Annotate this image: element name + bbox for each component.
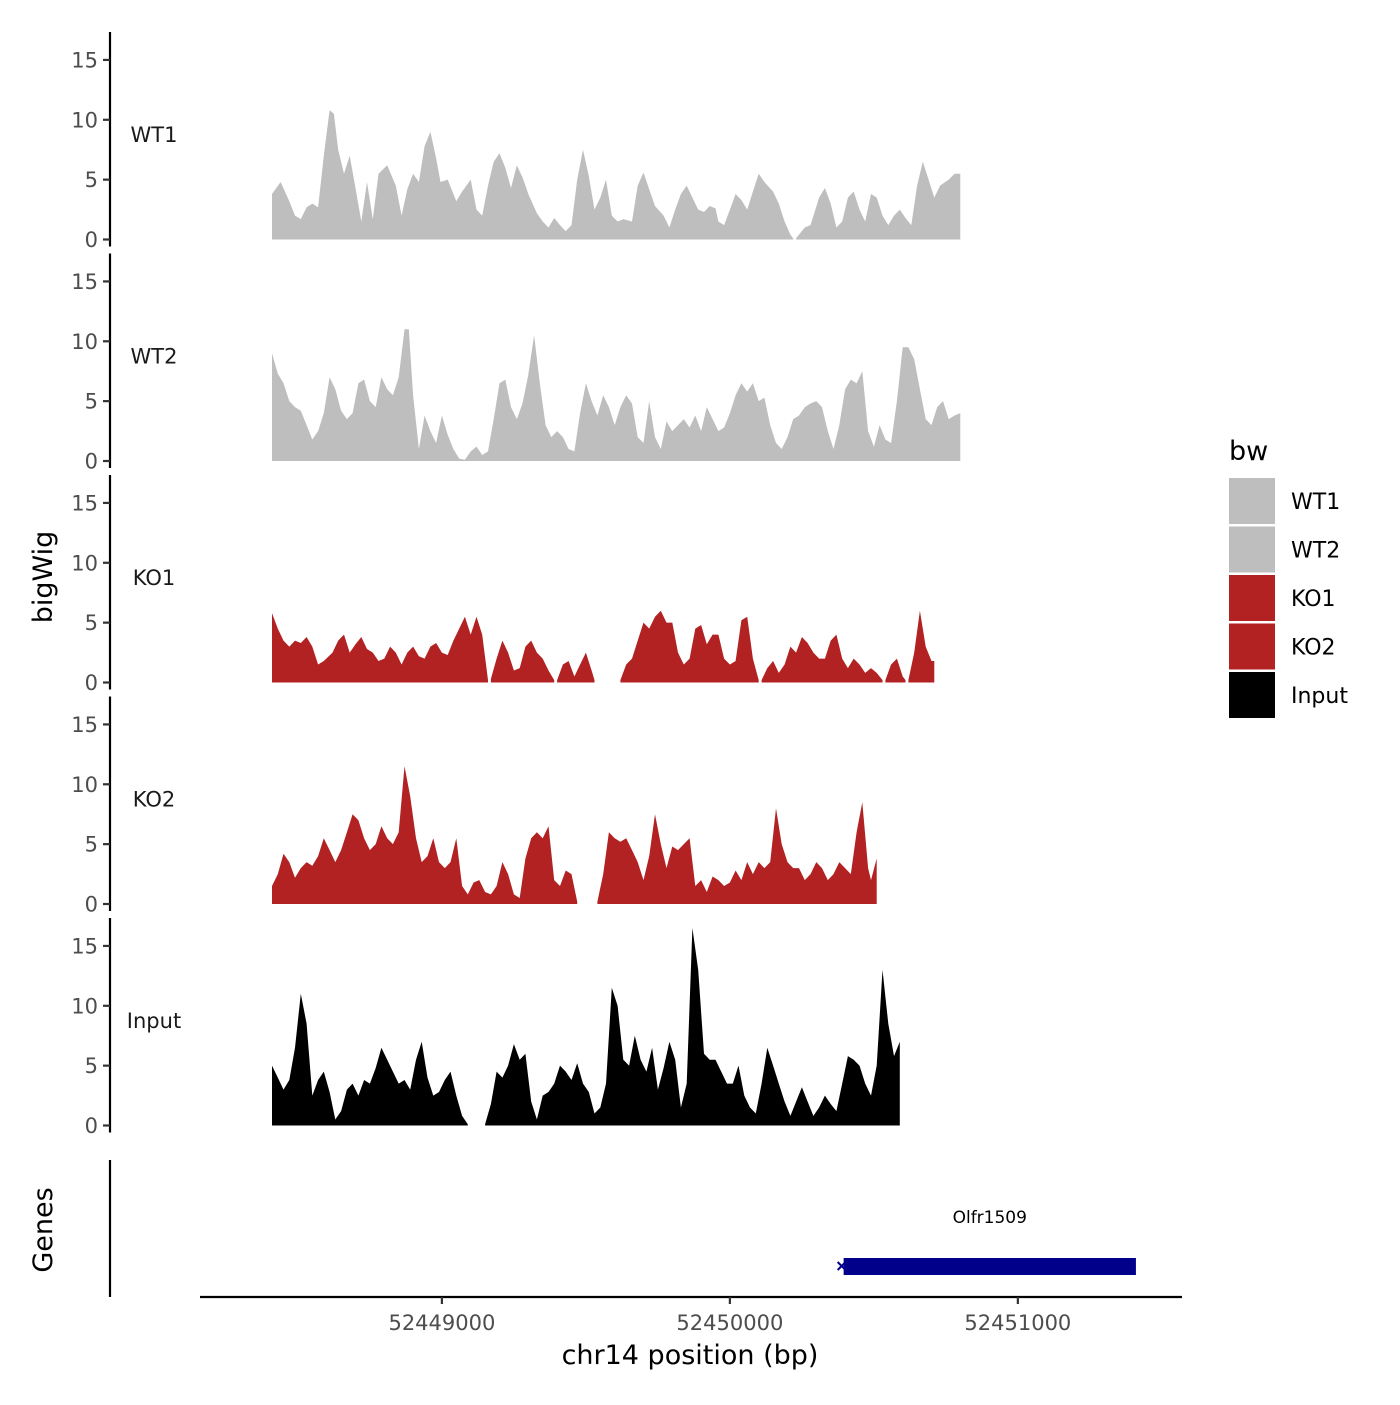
genes-panel: Genes Olfr1509	[28, 1160, 1136, 1297]
track-input-area-segment-0	[272, 993, 468, 1126]
track-ko1-area-segment-2	[557, 652, 595, 683]
track-ko1-label: KO1	[133, 566, 176, 590]
track-wt1-area-segment-0	[272, 110, 794, 240]
legend-items: WT1 WT2 KO1 KO2 Input	[1229, 478, 1348, 718]
y-axis-title: bigWig	[28, 531, 59, 624]
track-input-y-tick-label-10: 10	[71, 994, 98, 1018]
legend-swatch-wt2	[1229, 526, 1275, 573]
track-wt2-y-tick-label-0: 0	[85, 450, 98, 474]
track-wt1-y-tick-label-10: 10	[71, 108, 98, 132]
track-wt2-y-tick-label-10: 10	[71, 330, 98, 354]
x-tick-label-52450000: 52450000	[676, 1311, 783, 1335]
track-wt1-y-tick-label-5: 5	[85, 168, 98, 192]
legend-label-wt1: WT1	[1291, 490, 1340, 515]
gene-olfr1509-strand-marker	[836, 1261, 847, 1271]
track-wt1: 0 5 10 15 WT1	[71, 32, 961, 252]
track-ko1-area-segment-0	[272, 613, 488, 683]
track-wt2-area-segment-0	[272, 329, 961, 461]
track-ko2-y-tick-label-10: 10	[71, 773, 98, 797]
track-input-y-tick-label-5: 5	[85, 1054, 98, 1078]
track-ko1-y-tick-label-5: 5	[85, 611, 98, 635]
track-wt2: 0 5 10 15 WT2	[71, 253, 961, 474]
track-ko1-area-segment-6	[908, 610, 935, 683]
track-input-area-segment-1	[485, 928, 900, 1126]
legend: bw WT1 WT2 KO1 KO2 Input	[1229, 436, 1348, 718]
track-ko2-y-tick-label-15: 15	[71, 713, 98, 737]
gene-items: Olfr1509	[836, 1208, 1136, 1275]
legend-label-input: Input	[1291, 684, 1348, 709]
track-ko1-y-tick-label-15: 15	[71, 491, 98, 515]
track-wt1-label: WT1	[131, 123, 178, 147]
legend-label-wt2: WT2	[1291, 539, 1340, 564]
track-input: 0 5 10 15 Input	[71, 918, 900, 1138]
track-wt2-y-tick-label-15: 15	[71, 270, 98, 294]
track-wt1-y-tick-label-0: 0	[85, 228, 98, 252]
x-tick-label-52449000: 52449000	[388, 1311, 495, 1335]
legend-swatch-input	[1229, 672, 1275, 718]
track-ko1-area-segment-1	[490, 640, 555, 683]
track-ko1-y-tick-label-10: 10	[71, 551, 98, 575]
gene-olfr1509-body	[843, 1258, 1136, 1275]
track-ko2-area-segment-1	[597, 802, 877, 904]
legend-swatch-ko1	[1229, 575, 1275, 621]
track-wt1-area-segment-1	[796, 161, 961, 240]
track-input-label: Input	[127, 1009, 181, 1033]
x-tick-label-52451000: 52451000	[964, 1311, 1071, 1335]
track-wt2-label: WT2	[131, 345, 178, 369]
legend-label-ko2: KO2	[1291, 636, 1336, 661]
x-axis-title: chr14 position (bp)	[562, 1340, 819, 1371]
legend-title: bw	[1229, 436, 1268, 467]
signal-tracks: 0 5 10 15 WT1 0 5 10 15 WT2 0 5 10 15 KO1 0 5 10 15 KO2 0 5 10…	[71, 32, 961, 1138]
track-input-y-tick-label-15: 15	[71, 934, 98, 958]
track-ko2-y-tick-label-5: 5	[85, 833, 98, 857]
track-ko1-y-tick-label-0: 0	[85, 671, 98, 695]
legend-swatch-ko2	[1229, 623, 1275, 670]
track-ko2-label: KO2	[133, 788, 176, 812]
track-input-y-tick-label-0: 0	[85, 1114, 98, 1138]
track-ko1-area-segment-4	[761, 634, 883, 683]
track-wt2-y-tick-label-5: 5	[85, 390, 98, 414]
legend-label-ko1: KO1	[1291, 587, 1336, 612]
track-ko2: 0 5 10 15 KO2	[71, 696, 877, 917]
track-ko1: 0 5 10 15 KO1	[71, 475, 935, 695]
track-ko2-y-tick-label-0: 0	[85, 893, 98, 917]
legend-swatch-wt1	[1229, 478, 1275, 524]
track-wt1-y-tick-label-15: 15	[71, 48, 98, 72]
track-ko1-area-segment-3	[620, 610, 759, 683]
track-ko2-area-segment-0	[272, 766, 578, 904]
track-ko1-area-segment-5	[885, 658, 906, 683]
x-axis: 52449000 52450000 52451000 chr14 position …	[200, 1295, 1182, 1371]
gene-olfr1509-label: Olfr1509	[953, 1208, 1027, 1228]
x-ticks: 52449000 52450000 52451000	[388, 1297, 1071, 1335]
genes-axis-title: Genes	[28, 1187, 59, 1272]
